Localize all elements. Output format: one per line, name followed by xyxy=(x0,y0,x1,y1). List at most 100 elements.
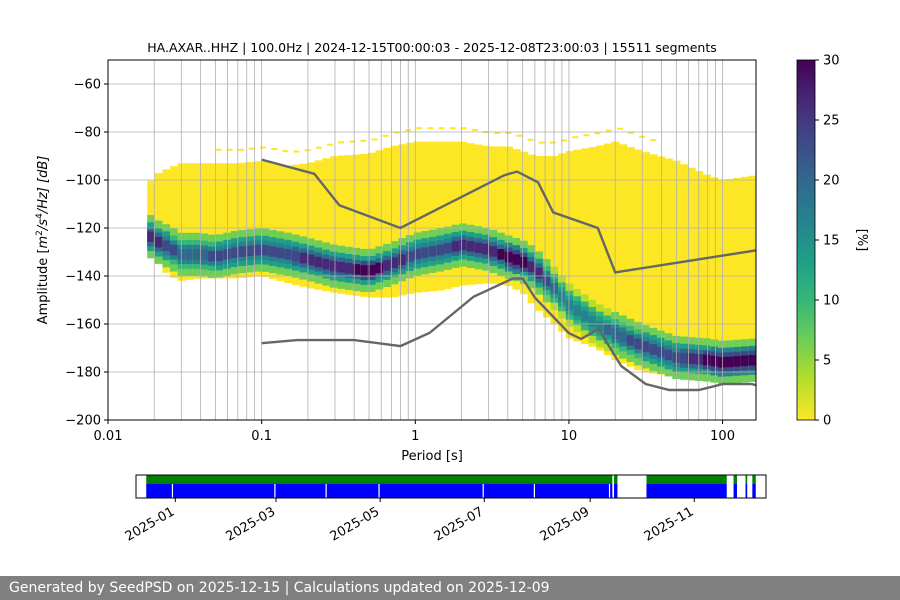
pdf-envelope-cell xyxy=(748,175,756,375)
pdf-density-cell xyxy=(748,354,756,366)
psd-gap-mark xyxy=(325,484,327,498)
pdf-envelope-cell xyxy=(352,154,361,296)
pdf-fringe-cell xyxy=(561,139,568,142)
psd-heatmap xyxy=(147,127,756,384)
pdf-envelope-cell xyxy=(489,146,498,284)
pdf-density-cell xyxy=(512,254,521,265)
colorbar-tick-label: 10 xyxy=(823,294,840,309)
pdf-envelope-cell xyxy=(154,173,164,265)
pdf-density-cell xyxy=(482,243,491,255)
pdf-fringe-cell xyxy=(527,138,534,141)
pdf-envelope-cell xyxy=(588,147,597,347)
pdf-density-cell xyxy=(459,239,468,251)
x-axis-label: Period [s] xyxy=(401,449,463,464)
pdf-density-cell xyxy=(733,356,742,367)
psd-availability-span xyxy=(745,484,748,498)
pdf-density-cell xyxy=(565,299,574,311)
colorbar-label: [%] xyxy=(854,229,869,252)
pdf-fringe-cell xyxy=(583,134,590,137)
colorbar-tick-label: 5 xyxy=(823,354,831,369)
psd-gap-mark xyxy=(274,484,276,498)
pdf-density-cell xyxy=(679,352,689,364)
pdf-density-cell xyxy=(192,249,202,260)
pdf-density-cell xyxy=(695,354,704,365)
pdf-density-cell xyxy=(687,353,696,365)
pdf-density-cell xyxy=(170,244,179,256)
pdf-density-cell xyxy=(268,246,278,257)
pdf-fringe-cell xyxy=(616,127,623,130)
pdf-density-cell xyxy=(337,262,346,273)
pdf-density-cell xyxy=(421,247,430,258)
pdf-envelope-cell xyxy=(405,142,415,294)
pdf-envelope-cell xyxy=(565,151,574,339)
pdf-fringe-cell xyxy=(449,127,456,130)
pdf-density-cell xyxy=(162,240,171,252)
y-tick-label: −120 xyxy=(65,222,101,237)
pdf-density-cell xyxy=(466,241,476,252)
pdf-envelope-cell xyxy=(238,162,247,278)
coverage-tick-label: 2025-01 xyxy=(123,504,178,544)
pdf-fringe-cell xyxy=(282,150,289,153)
pdf-density-cell xyxy=(284,248,293,260)
colorbar-tick-label: 25 xyxy=(823,114,840,129)
pdf-density-cell xyxy=(238,246,247,257)
y-tick-label: −80 xyxy=(74,126,101,141)
pdf-density-cell xyxy=(375,262,384,274)
pdf-density-cell xyxy=(580,310,590,322)
pdf-density-cell xyxy=(307,254,316,266)
pdf-envelope-cell xyxy=(466,143,476,285)
pdf-envelope-cell xyxy=(345,155,354,295)
pdf-envelope-cell xyxy=(459,141,468,286)
pdf-density-cell xyxy=(428,246,437,257)
pdf-envelope-cell xyxy=(215,163,224,279)
pdf-density-cell xyxy=(185,249,194,260)
pdf-density-cell xyxy=(291,250,301,262)
low-noise-model-line xyxy=(261,277,756,392)
pdf-fringe-cell xyxy=(315,146,322,149)
pdf-fringe-cell xyxy=(293,150,300,153)
pdf-density-cell xyxy=(725,356,734,368)
pdf-density-cell xyxy=(215,250,224,262)
pdf-fringe-cell xyxy=(427,127,434,130)
pdf-envelope-cell xyxy=(451,141,460,288)
pdf-density-cell xyxy=(329,260,339,272)
pdf-density-cell xyxy=(147,231,156,242)
pdf-envelope-cell xyxy=(367,152,377,298)
pdf-envelope-cell xyxy=(299,163,308,287)
pdf-fringe-cell xyxy=(215,148,222,151)
noise-models xyxy=(261,158,756,392)
pdf-fringe-cell xyxy=(416,127,423,130)
grid-lines xyxy=(108,60,756,420)
data-availability-span xyxy=(745,475,748,484)
pdf-fringe-cell xyxy=(650,139,657,142)
pdf-envelope-cell xyxy=(246,161,255,278)
pdf-fringe-cell xyxy=(393,131,400,134)
pdf-density-cell xyxy=(664,349,673,361)
pdf-envelope-cell xyxy=(375,150,384,298)
data-availability-span xyxy=(733,475,737,484)
pdf-envelope-cell xyxy=(497,146,506,285)
psd-availability-span xyxy=(646,484,727,498)
pdf-envelope-cell xyxy=(710,177,719,379)
coverage-tick-label: 2025-05 xyxy=(328,504,383,544)
pdf-fringe-cell xyxy=(382,134,389,137)
pdf-fringe-cell xyxy=(516,134,523,137)
pdf-density-cell xyxy=(542,275,552,286)
pdf-envelope-cell xyxy=(596,145,605,351)
colorbar-tick-label: 20 xyxy=(823,174,840,189)
pdf-density-cell xyxy=(322,258,331,270)
pdf-density-cell xyxy=(360,265,369,276)
psd-gap-mark xyxy=(608,484,611,498)
pdf-envelope-cell xyxy=(329,156,339,293)
y-tick-label: −100 xyxy=(65,174,101,189)
x-tick-label: 1 xyxy=(411,429,419,444)
pdf-envelope-cell xyxy=(436,141,445,291)
colorbar-tick-label: 0 xyxy=(823,414,831,429)
pdf-density-cell xyxy=(573,305,582,316)
pdf-fringe-cell xyxy=(259,146,266,149)
pdf-envelope-cell xyxy=(398,144,407,296)
x-tick-label: 0.01 xyxy=(94,429,123,444)
pdf-envelope-cell xyxy=(428,141,437,292)
pdf-density-cell xyxy=(603,324,613,336)
pdf-envelope-cell xyxy=(337,155,346,294)
